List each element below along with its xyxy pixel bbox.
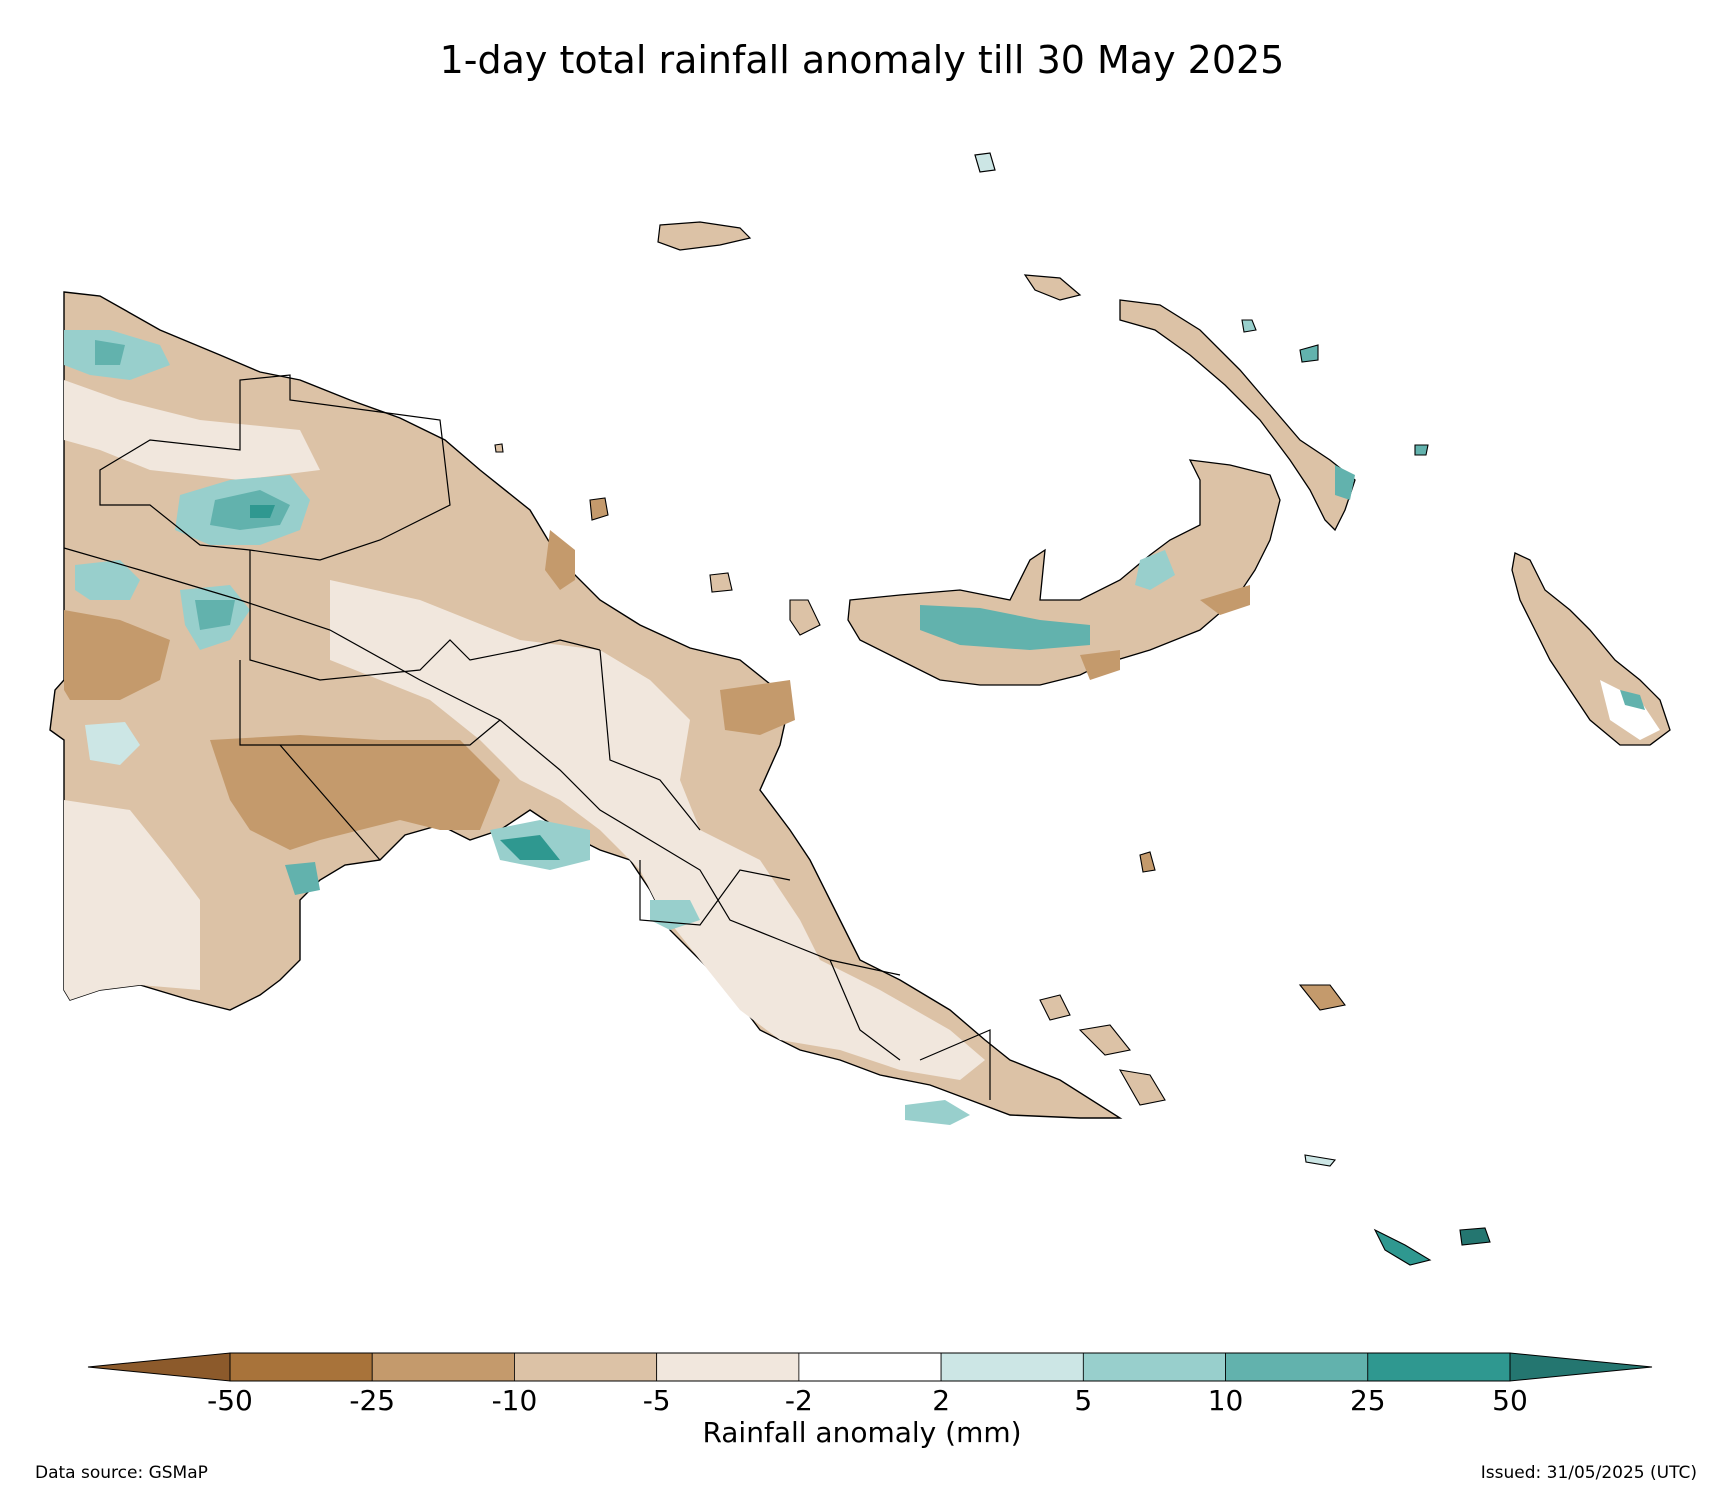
colorbar-tick-label: -10 <box>491 1384 538 1417</box>
colorbar-tick-label: -25 <box>349 1384 396 1417</box>
colorbar-tick-label: 50 <box>1492 1384 1528 1417</box>
wet-region-7 <box>285 862 320 895</box>
province-boundaries <box>63 374 991 1100</box>
bougainville <box>1511 552 1671 746</box>
colorbar-label: Rainfall anomaly (mm) <box>702 1416 1022 1449</box>
colorbar-tick-label: -2 <box>784 1384 813 1417</box>
colorbar-bin <box>656 1352 800 1382</box>
new-britain-dark <box>1200 585 1250 615</box>
anomaly-shading <box>64 330 985 1125</box>
wet-region-2-core <box>95 340 125 365</box>
wet-region-1-peak <box>250 505 275 518</box>
colorbar-bin <box>229 1352 373 1382</box>
new-britain-wet <box>920 605 1090 650</box>
new-ireland <box>1119 299 1356 532</box>
colorbar-bin <box>1367 1352 1511 1382</box>
new-britain-dark-2 <box>1080 650 1120 680</box>
new-britain <box>847 459 1281 686</box>
colorbar-tick-label: 5 <box>1074 1384 1093 1417</box>
colorbar-bin <box>798 1352 942 1382</box>
new-ireland-wet <box>1335 465 1355 500</box>
dark-region-gulf <box>210 735 500 850</box>
light-region-west <box>64 380 320 480</box>
colorbar-bins <box>229 1352 1511 1382</box>
colorbar-bin <box>1225 1352 1369 1382</box>
bougainville-wet <box>1620 690 1645 710</box>
mussau-island <box>974 152 996 173</box>
dark-region-north <box>545 530 575 590</box>
new-hanover <box>1023 274 1082 301</box>
bougainville-light <box>1600 680 1660 740</box>
colorbar-tick-label: -50 <box>207 1384 253 1417</box>
colorbar-extend-min <box>87 1352 231 1382</box>
colorbar-tick-label: 10 <box>1207 1384 1244 1417</box>
colorbar-bin <box>1082 1352 1226 1382</box>
new-britain-wet-2 <box>1135 550 1175 590</box>
manus-island <box>657 221 752 251</box>
wet-region-4-core <box>195 600 235 630</box>
map-title: 1-day total rainfall anomaly till 30 May… <box>439 38 1285 82</box>
colorbar-bin <box>514 1352 658 1382</box>
wet-region-8 <box>905 1100 970 1125</box>
bam-island <box>494 443 504 453</box>
long-island <box>709 572 733 593</box>
colorbar-bin <box>940 1352 1084 1382</box>
tabar-island <box>1241 319 1257 333</box>
colorbar-tick-label: 2 <box>932 1384 951 1417</box>
trobriand-island <box>1039 994 1071 1021</box>
woodlark-island <box>1298 984 1346 1011</box>
issued-date: Issued: 31/05/2025 (UTC) <box>1480 1463 1697 1483</box>
dentrecasteaux-3 <box>1139 851 1156 873</box>
dark-region-east <box>720 680 795 735</box>
wet-region-9 <box>650 900 700 930</box>
colorbar-outline <box>229 1352 1511 1382</box>
wet-region-3 <box>75 560 140 600</box>
colorbar <box>87 1352 1653 1382</box>
sudest-island <box>1373 1228 1432 1266</box>
dentrecasteaux-2 <box>1118 1069 1166 1106</box>
colorbar-bin <box>371 1352 515 1382</box>
wet-region-5 <box>85 722 140 765</box>
wet-region-6-core <box>500 835 560 860</box>
colorbar-extend-max <box>1509 1352 1653 1382</box>
karkar-island <box>589 497 609 521</box>
dentrecasteaux-1 <box>1078 1024 1131 1056</box>
rossel-island <box>1459 1227 1491 1246</box>
feni-island <box>1414 444 1429 456</box>
colorbar-tick-label: -5 <box>642 1384 671 1417</box>
lihir-island <box>1299 344 1319 363</box>
light-region-central <box>330 580 985 1080</box>
rainfall-anomaly-map <box>49 152 1671 1266</box>
data-source: Data source: GSMaP <box>35 1463 208 1483</box>
small-islands <box>494 319 1491 1266</box>
misima-island <box>1304 1154 1337 1167</box>
new-ireland-landmass <box>1119 299 1356 532</box>
light-region-south-west <box>64 800 200 1000</box>
colorbar-tick-label: 25 <box>1349 1384 1386 1417</box>
umboi-island <box>789 599 821 636</box>
dark-region-west <box>64 610 170 700</box>
